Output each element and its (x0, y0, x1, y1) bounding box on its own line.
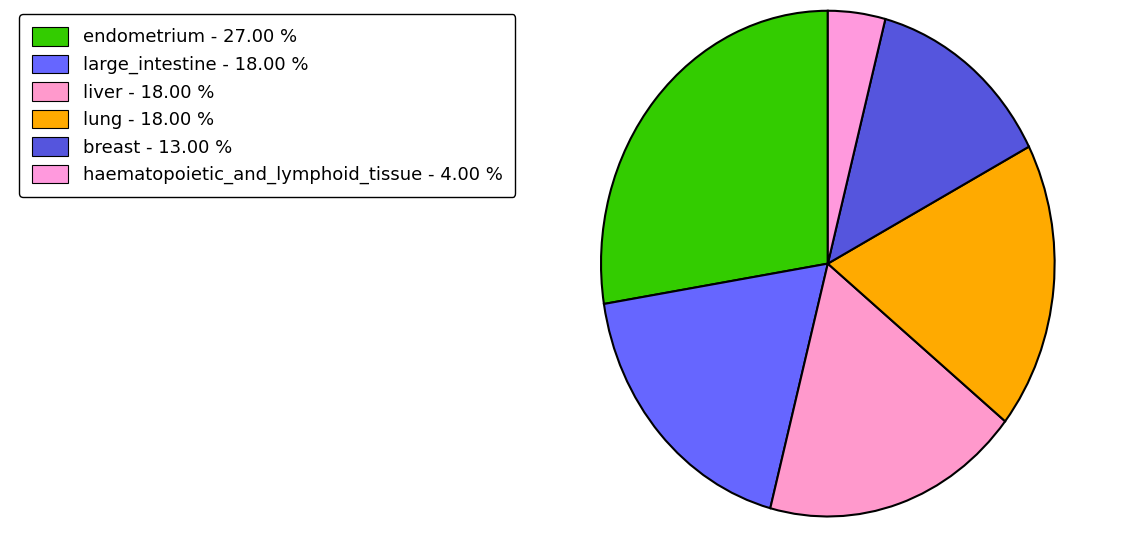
Wedge shape (604, 264, 828, 508)
Wedge shape (828, 147, 1055, 421)
Wedge shape (828, 11, 886, 264)
Wedge shape (828, 19, 1029, 264)
Wedge shape (601, 11, 828, 304)
Legend: endometrium - 27.00 %, large_intestine - 18.00 %, liver - 18.00 %, lung - 18.00 : endometrium - 27.00 %, large_intestine -… (19, 15, 515, 197)
Wedge shape (770, 264, 1005, 516)
